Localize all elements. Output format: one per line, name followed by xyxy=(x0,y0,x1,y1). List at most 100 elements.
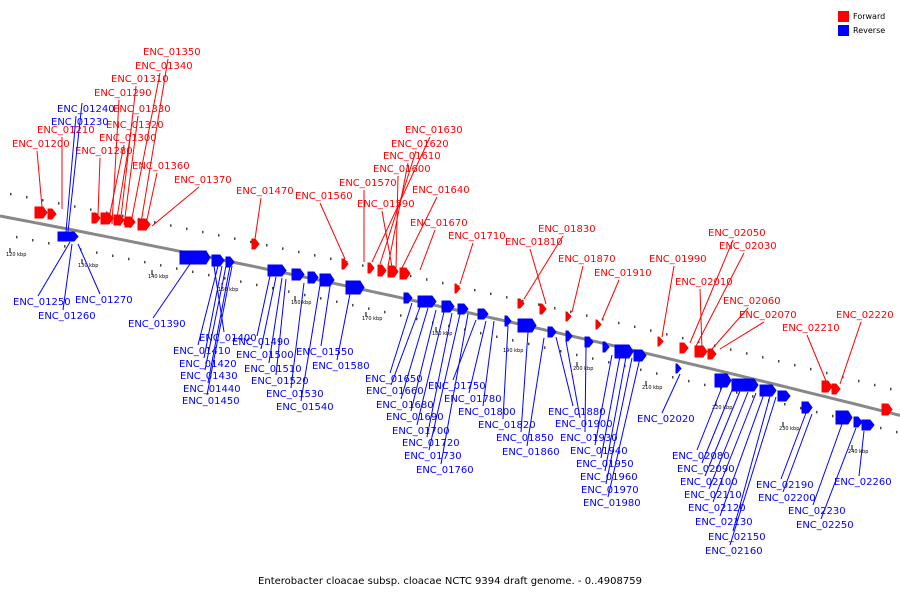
guide-dot xyxy=(576,353,578,357)
reverse-leader-line xyxy=(320,285,331,347)
reverse-gene-label: ENC_01500 xyxy=(236,350,294,361)
forward-gene-label: ENC_01620 xyxy=(391,139,449,150)
forward-leader-line xyxy=(601,279,620,321)
reverse-leader-line xyxy=(820,427,857,520)
guide-dot xyxy=(144,260,146,264)
guide-dot xyxy=(522,299,524,303)
reverse-gene-label: ENC_01420 xyxy=(179,359,237,370)
forward-gene xyxy=(91,212,101,224)
forward-gene-label: ENC_01370 xyxy=(174,175,232,186)
guide-dot xyxy=(192,270,194,274)
guide-dot xyxy=(410,274,412,278)
forward-leader-line xyxy=(719,321,765,350)
forward-gene-label: ENC_01210 xyxy=(37,125,95,136)
forward-gene xyxy=(821,380,833,393)
forward-gene xyxy=(341,258,349,270)
guide-dot xyxy=(880,426,882,430)
guide-dot xyxy=(160,264,162,267)
guide-dot xyxy=(896,430,898,434)
forward-leader-line xyxy=(711,307,749,350)
forward-gene xyxy=(100,212,114,225)
legend-reverse-label: Reverse xyxy=(853,25,886,35)
forward-gene xyxy=(387,265,399,278)
guide-dot xyxy=(368,307,370,310)
reverse-gene-label: ENC_01250 xyxy=(13,297,71,308)
forward-leader-line xyxy=(254,197,262,240)
reverse-gene-label: ENC_02080 xyxy=(672,451,730,462)
forward-gene-label: ENC_02210 xyxy=(782,323,840,334)
reverse-gene xyxy=(633,349,647,362)
guide-dot xyxy=(352,303,354,307)
reverse-leader-line xyxy=(290,282,305,389)
reverse-leader-line xyxy=(858,430,865,477)
forward-leader-line xyxy=(523,235,564,300)
reverse-gene-label: ENC_01780 xyxy=(444,394,502,405)
kbp-tick-label: 150 kbp xyxy=(218,287,238,293)
guide-dot xyxy=(96,251,98,254)
guide-dot xyxy=(426,278,428,281)
reverse-gene-label: ENC_01440 xyxy=(183,384,241,395)
forward-gene xyxy=(565,311,572,322)
reverse-gene xyxy=(403,292,413,304)
guide-dot xyxy=(810,367,812,371)
forward-gene xyxy=(539,303,547,315)
reverse-leader-line xyxy=(452,319,477,381)
reverse-gene-label: ENC_02150 xyxy=(708,532,766,543)
forward-gene-label: ENC_01310 xyxy=(111,74,169,85)
reverse-leader-line xyxy=(605,357,633,485)
forward-gene-label: ENC_01910 xyxy=(594,268,652,279)
guide-dot xyxy=(74,205,76,208)
forward-gene-label: ENC_01470 xyxy=(236,186,294,197)
reverse-leader-line xyxy=(260,276,277,350)
guide-dot xyxy=(234,237,236,240)
reverse-gene xyxy=(417,295,437,308)
reverse-leader-line xyxy=(604,356,627,472)
forward-gene-label: ENC_01870 xyxy=(558,254,616,265)
reverse-gene-label: ENC_01390 xyxy=(128,319,186,330)
guide-dot xyxy=(154,221,156,224)
guide-dot xyxy=(570,310,572,314)
guide-dot xyxy=(186,227,188,231)
forward-gene xyxy=(679,342,689,354)
guide-dot xyxy=(42,199,44,202)
reverse-gene-label: ENC_01760 xyxy=(416,465,474,476)
forward-gene xyxy=(595,319,602,330)
reverse-gene xyxy=(801,401,813,414)
guide-dot xyxy=(874,383,876,387)
reverse-gene xyxy=(345,280,365,295)
forward-gene-label: ENC_02070 xyxy=(739,310,797,321)
reverse-leader-line xyxy=(502,325,509,420)
reverse-leader-line xyxy=(782,413,813,493)
kbp-tick-label: 230 kbp xyxy=(779,426,799,432)
reverse-swatch xyxy=(838,24,849,36)
guide-dot xyxy=(778,360,780,363)
reverse-leader-line xyxy=(812,423,843,506)
forward-gene xyxy=(47,208,57,220)
forward-leader-line xyxy=(419,229,436,271)
guide-dot xyxy=(298,250,300,254)
forward-gene-label: ENC_01990 xyxy=(649,254,707,265)
guide-dot xyxy=(586,314,588,317)
reverse-leader-line xyxy=(256,275,271,337)
guide-dot xyxy=(48,242,50,245)
reverse-gene xyxy=(759,384,777,397)
reverse-leader-line xyxy=(719,393,765,517)
forward-leader-line xyxy=(459,242,474,285)
reverse-gene xyxy=(57,231,79,242)
reverse-gene-label: ENC_01410 xyxy=(173,346,231,357)
guide-dot xyxy=(272,287,274,290)
forward-leader-line xyxy=(115,131,132,225)
reverse-leader-line xyxy=(300,284,321,402)
forward-gene xyxy=(377,264,387,277)
reverse-leader-line xyxy=(661,373,681,414)
forward-leader-line xyxy=(839,321,862,385)
reverse-leader-line xyxy=(204,265,227,371)
forward-gene-label: ENC_01200 xyxy=(12,139,70,150)
reverse-leader-line xyxy=(780,412,807,480)
reverse-gene xyxy=(267,264,287,277)
guide-dot xyxy=(256,283,258,287)
reverse-leader-line xyxy=(416,311,445,426)
reverse-gene xyxy=(614,344,634,359)
reverse-gene xyxy=(319,273,335,287)
